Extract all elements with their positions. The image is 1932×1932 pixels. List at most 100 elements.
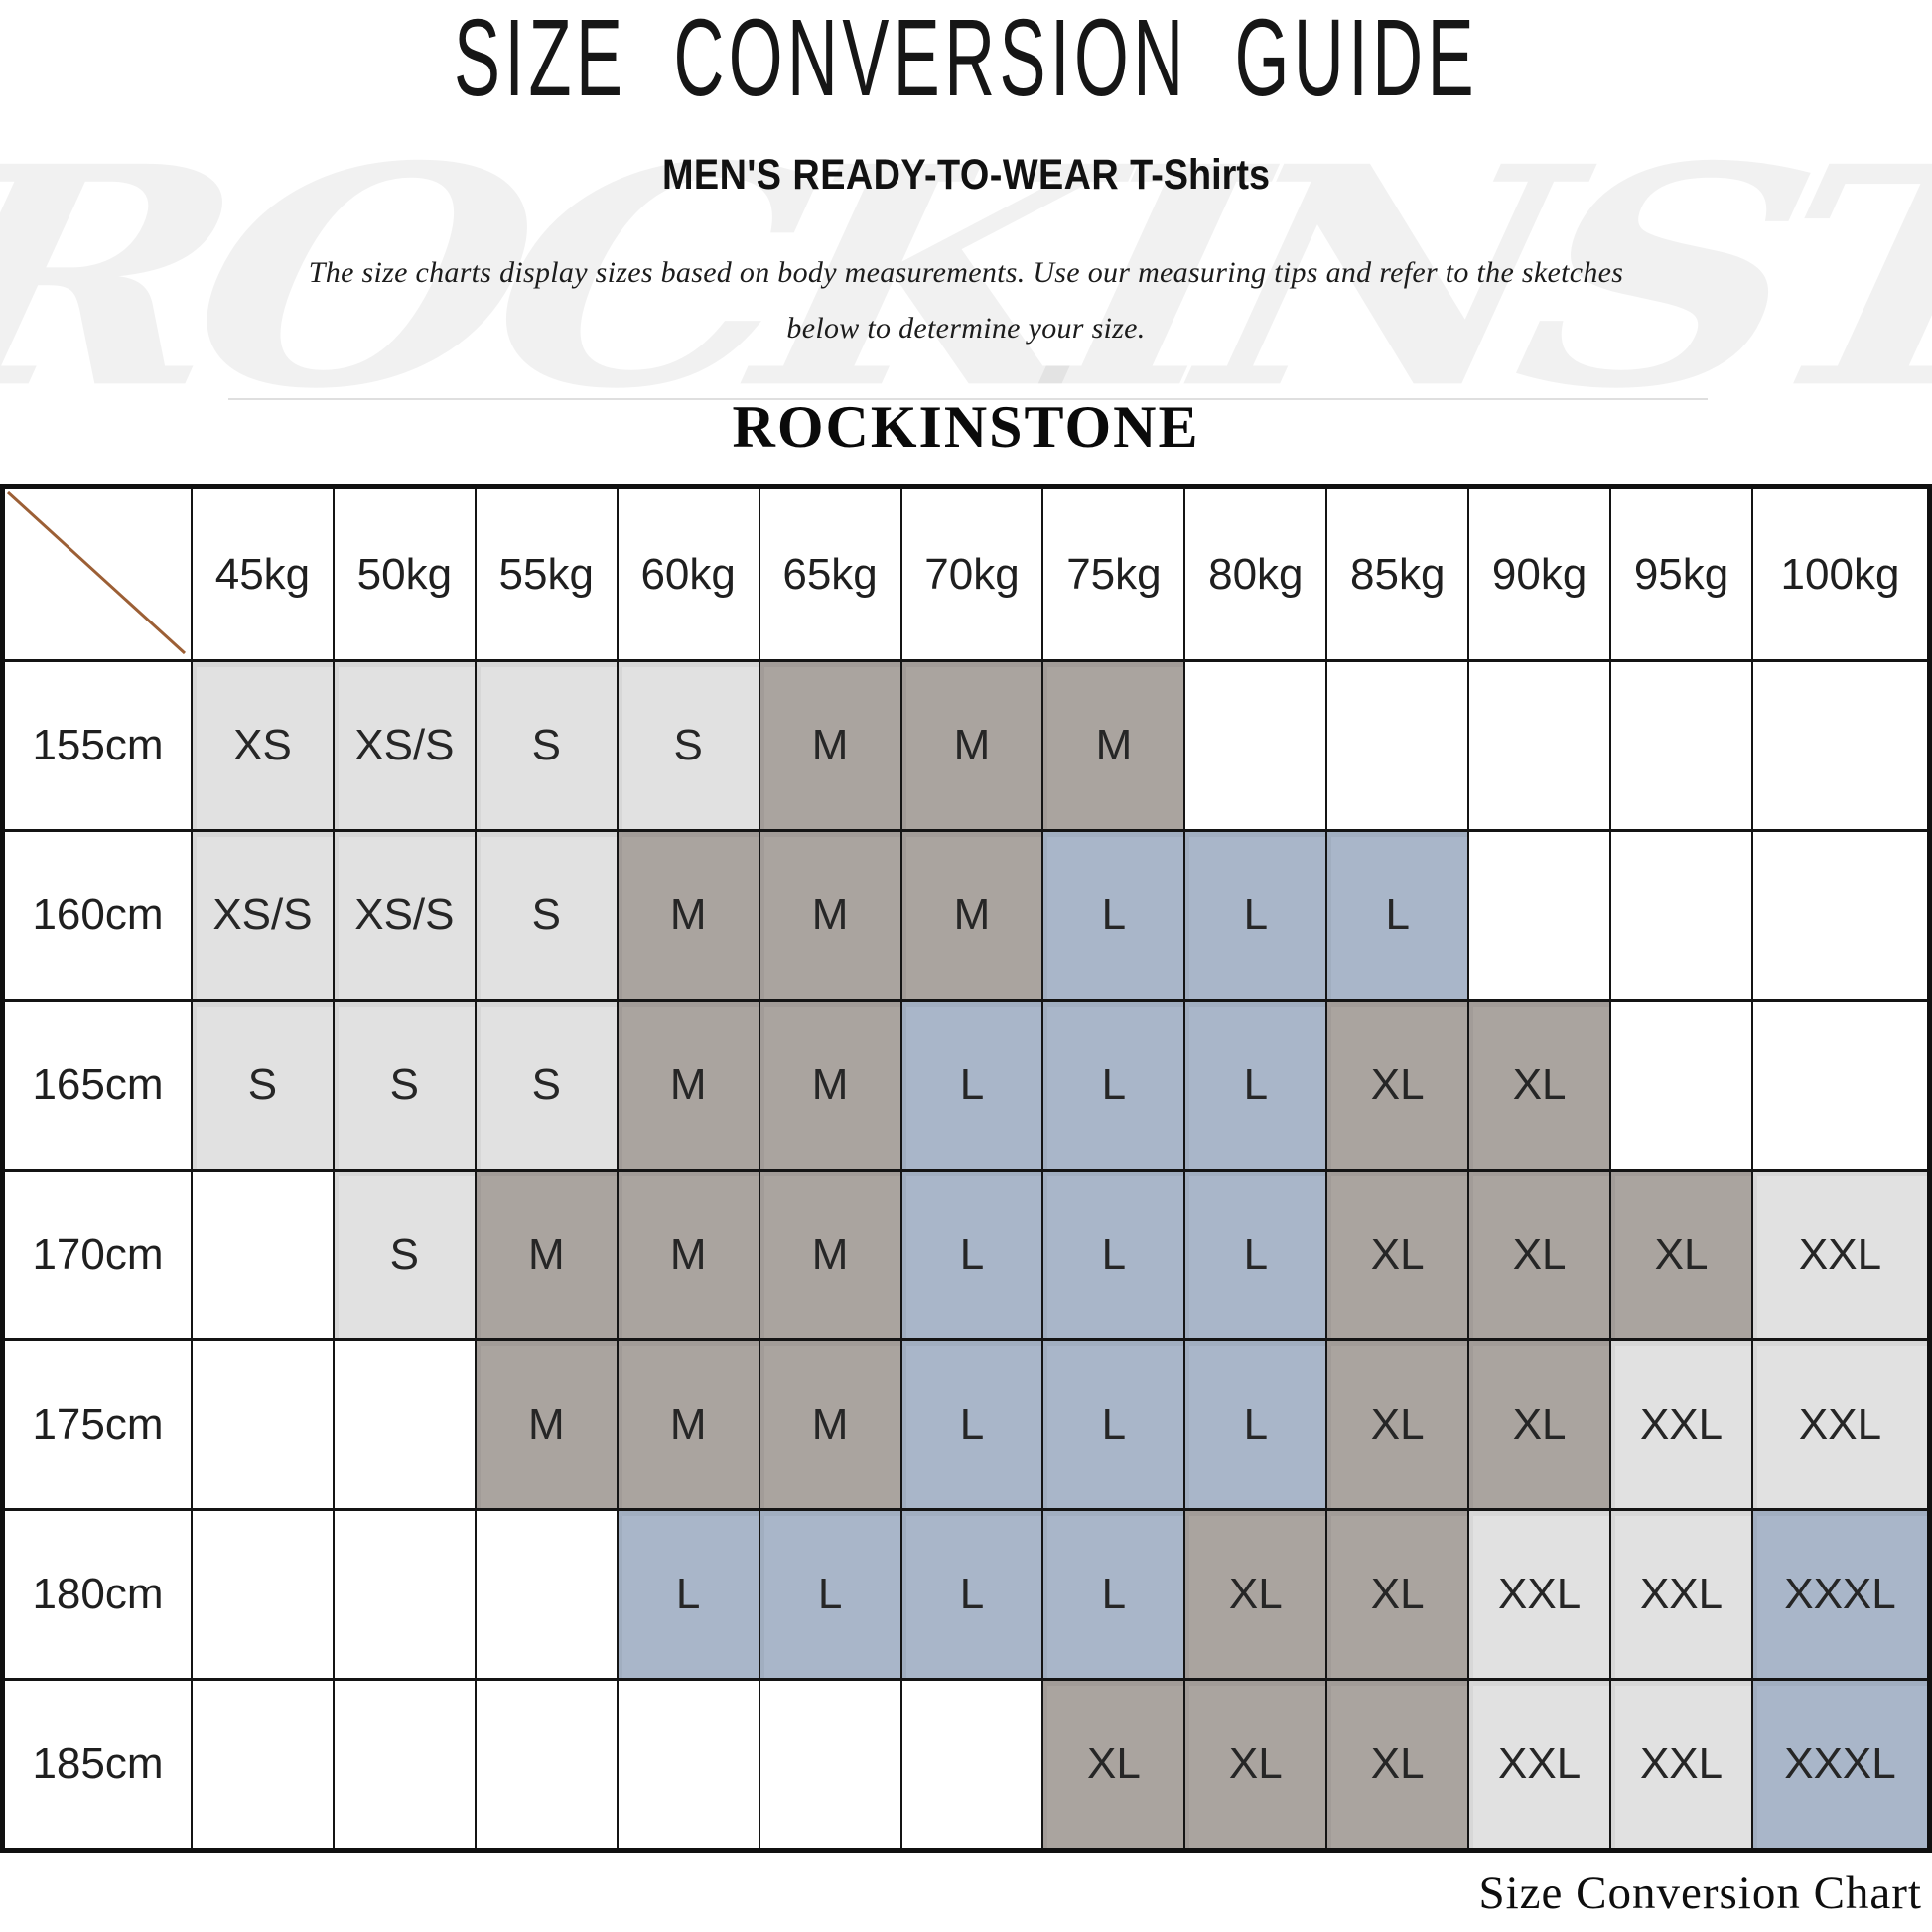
size-cell-185cm-100kg: XXXL [1750,1678,1927,1848]
size-cell-170cm-50kg: S [332,1169,475,1338]
empty-cell-165cm-95kg [1609,999,1751,1169]
size-cell-170cm-95kg: XL [1609,1169,1751,1338]
size-cell-175cm-90kg: XL [1467,1338,1610,1508]
size-cell-180cm-90kg: XXL [1467,1508,1610,1678]
empty-cell-180cm-45kg [191,1508,333,1678]
size-cell-175cm-100kg: XXL [1750,1338,1927,1508]
row-header-170cm: 170cm [5,1169,191,1338]
empty-cell-180cm-55kg [474,1508,617,1678]
diagonal-line [6,490,187,655]
col-header-80kg: 80kg [1183,489,1325,659]
size-table: 45kg 50kg 55kg 60kg 65kg 70kg 75kg 80kg 85kg 90kg… [0,484,1932,1853]
size-cell-185cm-75kg: XL [1041,1678,1184,1848]
size-cell-170cm-80kg: L [1183,1169,1326,1338]
col-header-100kg: 100kg [1750,489,1927,659]
col-header-85kg: 85kg [1325,489,1467,659]
size-cell-165cm-45kg: S [191,999,333,1169]
size-cell-160cm-80kg: L [1183,829,1326,999]
brand-name: ROCKINSTONE [732,394,1200,460]
size-cell-170cm-100kg: XXL [1750,1169,1927,1338]
size-cell-180cm-65kg: L [758,1508,900,1678]
size-cell-160cm-60kg: M [616,829,759,999]
empty-cell-185cm-55kg [474,1678,617,1848]
col-header-75kg: 75kg [1041,489,1183,659]
size-cell-165cm-55kg: S [474,999,617,1169]
size-cell-170cm-90kg: XL [1467,1169,1610,1338]
size-cell-180cm-100kg: XXXL [1750,1508,1927,1678]
size-cell-170cm-85kg: XL [1325,1169,1468,1338]
empty-cell-155cm-85kg [1325,659,1468,829]
size-cell-180cm-85kg: XL [1325,1508,1468,1678]
row-header-175cm: 175cm [5,1338,191,1508]
col-header-65kg: 65kg [758,489,900,659]
size-cell-165cm-50kg: S [332,999,475,1169]
row-header-185cm: 185cm [5,1678,191,1848]
description-line-1: The size charts display sizes based on b… [308,256,1624,289]
empty-cell-185cm-70kg [899,1678,1042,1848]
size-cell-160cm-70kg: M [899,829,1042,999]
size-cell-170cm-60kg: M [616,1169,759,1338]
size-cell-155cm-60kg: S [616,659,759,829]
size-cell-180cm-95kg: XXL [1609,1508,1751,1678]
size-cell-155cm-50kg: XS/S [332,659,475,829]
empty-cell-160cm-95kg [1609,829,1751,999]
footer-caption: Size Conversion Chart [1478,1867,1922,1919]
row-header-165cm: 165cm [5,999,191,1169]
size-cell-160cm-75kg: L [1041,829,1184,999]
col-header-45kg: 45kg [191,489,333,659]
page-title: SIZE CONVERSION GUIDE [453,0,1479,119]
size-cell-180cm-80kg: XL [1183,1508,1326,1678]
size-cell-160cm-55kg: S [474,829,617,999]
col-header-70kg: 70kg [899,489,1042,659]
empty-cell-160cm-100kg [1750,829,1927,999]
size-cell-185cm-85kg: XL [1325,1678,1468,1848]
size-cell-170cm-75kg: L [1041,1169,1184,1338]
size-cell-175cm-80kg: L [1183,1338,1326,1508]
empty-cell-185cm-65kg [758,1678,900,1848]
size-cell-165cm-85kg: XL [1325,999,1468,1169]
size-cell-155cm-65kg: M [758,659,900,829]
diagonal-corner-cell [5,489,191,659]
size-cell-175cm-95kg: XXL [1609,1338,1751,1508]
col-header-50kg: 50kg [332,489,475,659]
empty-cell-175cm-45kg [191,1338,333,1508]
size-cell-165cm-60kg: M [616,999,759,1169]
size-cell-165cm-65kg: M [758,999,900,1169]
empty-cell-180cm-50kg [332,1508,475,1678]
empty-cell-165cm-100kg [1750,999,1927,1169]
size-cell-180cm-75kg: L [1041,1508,1184,1678]
empty-cell-155cm-95kg [1609,659,1751,829]
size-cell-165cm-70kg: L [899,999,1042,1169]
size-cell-185cm-90kg: XXL [1467,1678,1610,1848]
empty-cell-185cm-45kg [191,1678,333,1848]
empty-cell-160cm-90kg [1467,829,1610,999]
col-header-55kg: 55kg [474,489,617,659]
size-cell-185cm-95kg: XXL [1609,1678,1751,1848]
size-cell-185cm-80kg: XL [1183,1678,1326,1848]
empty-cell-155cm-90kg [1467,659,1610,829]
size-cell-175cm-70kg: L [899,1338,1042,1508]
description-text: The size charts display sizes based on b… [0,245,1932,356]
size-cell-180cm-60kg: L [616,1508,759,1678]
row-header-180cm: 180cm [5,1508,191,1678]
size-cell-155cm-55kg: S [474,659,617,829]
size-cell-160cm-50kg: XS/S [332,829,475,999]
row-header-160cm: 160cm [5,829,191,999]
size-cell-155cm-75kg: M [1041,659,1184,829]
size-cell-175cm-60kg: M [616,1338,759,1508]
size-cell-165cm-80kg: L [1183,999,1326,1169]
size-cell-170cm-70kg: L [899,1169,1042,1338]
empty-cell-185cm-60kg [616,1678,759,1848]
empty-cell-155cm-100kg [1750,659,1927,829]
size-cell-160cm-45kg: XS/S [191,829,333,999]
divider-line [228,398,1708,400]
size-cell-165cm-90kg: XL [1467,999,1610,1169]
description-line-2: below to determine your size. [786,312,1146,345]
size-cell-180cm-70kg: L [899,1508,1042,1678]
size-cell-170cm-55kg: M [474,1169,617,1338]
size-cell-155cm-45kg: XS [191,659,333,829]
empty-cell-170cm-45kg [191,1169,333,1338]
size-cell-175cm-65kg: M [758,1338,900,1508]
page-subtitle: MEN'S READY-TO-WEAR T-Shirts [116,151,1816,200]
